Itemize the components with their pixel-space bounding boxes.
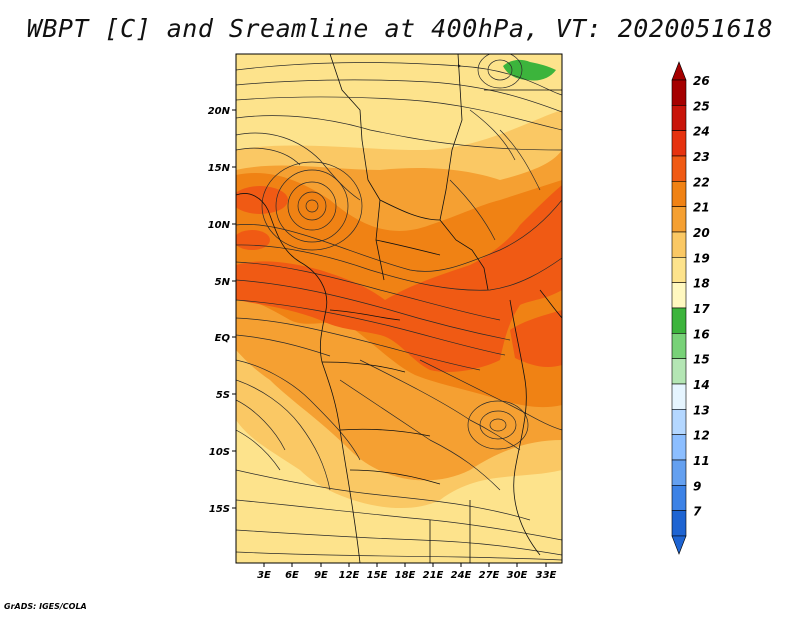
- colorbar-segment: [671, 130, 687, 157]
- colorbar-segment: [671, 79, 687, 106]
- lon-label: 18E: [395, 570, 416, 581]
- colorbar-label: 16: [693, 327, 710, 341]
- grads-credit: GrADS: IGES/COLA: [4, 602, 87, 611]
- colorbar: 26 25 24 23 22 21 20 19 18 17 16 15 14 13 12 11 9 7: [671, 61, 710, 555]
- colorbar-segment: [671, 307, 687, 334]
- lon-axis: 3E 6E 9E 12E 15E 18E 21E 24E 27E 30E 33E: [257, 563, 557, 581]
- colorbar-segment: [671, 510, 687, 537]
- lon-label: 9E: [314, 570, 328, 581]
- colorbar-segment: [671, 282, 687, 309]
- colorbar-segment: [671, 459, 687, 486]
- map-frame: [235, 53, 563, 564]
- colorbar-segment: [671, 257, 687, 283]
- colorbar-segment: [671, 333, 687, 359]
- colorbar-segment: [671, 231, 687, 258]
- lon-label: 15E: [367, 570, 388, 581]
- wbpt-field: [236, 54, 562, 563]
- colorbar-label: 24: [693, 125, 710, 139]
- lon-label: 21E: [423, 570, 444, 581]
- wbpt-green-patch: [503, 59, 556, 81]
- colorbar-segment: [671, 383, 687, 410]
- lat-label: 15S: [209, 504, 230, 515]
- colorbar-label: 12: [693, 429, 710, 443]
- colorbar-segment: [671, 434, 687, 461]
- colorbar-segment: [671, 155, 687, 182]
- colorbar-label: 11: [693, 454, 710, 468]
- colorbar-segment: [671, 485, 687, 511]
- colorbar-label: 18: [693, 277, 710, 291]
- wbpt-contour-23-south: [510, 310, 562, 368]
- lat-label: 10S: [209, 447, 230, 458]
- colorbar-label: 9: [693, 479, 701, 493]
- lat-label: 20N: [208, 106, 231, 117]
- colorbar-segment: [671, 358, 687, 385]
- colorbar-label: 21: [693, 201, 710, 215]
- streamlines: [236, 54, 562, 561]
- country-borders: [236, 54, 562, 563]
- colorbar-max-arrow: [671, 61, 687, 81]
- colorbar-segment: [671, 409, 687, 435]
- colorbar-label: 13: [693, 403, 710, 417]
- lon-label: 24E: [451, 570, 472, 581]
- wbpt-patch-northwest: [236, 186, 288, 214]
- lat-label: 5S: [216, 390, 230, 401]
- lat-label: 5N: [215, 277, 231, 288]
- colorbar-segment: [671, 206, 687, 233]
- lat-label: 10N: [208, 220, 231, 231]
- lat-axis: 20N 15N 10N 5N EQ 5S 10S 15S: [208, 106, 236, 515]
- lon-label: 33E: [536, 570, 557, 581]
- colorbar-label: 25: [693, 99, 710, 113]
- colorbar-label: 20: [693, 226, 710, 240]
- colorbar-segment: [671, 181, 687, 207]
- lon-label: 3E: [257, 570, 271, 581]
- colorbar-label: 23: [693, 150, 710, 164]
- colorbar-label: 17: [693, 302, 710, 316]
- lon-label: 12E: [339, 570, 360, 581]
- lat-label: EQ: [215, 333, 231, 344]
- wbpt-patch-west: [236, 230, 270, 250]
- colorbar-label: 22: [693, 175, 710, 189]
- colorbar-label: 26: [693, 74, 710, 88]
- colorbar-label: 14: [693, 378, 710, 392]
- colorbar-segment: [671, 105, 687, 131]
- map-title: WBPT [C] and Sreamline at 400hPa, VT: 20…: [26, 14, 774, 43]
- lon-label: 27E: [479, 570, 500, 581]
- lon-label: 30E: [507, 570, 528, 581]
- colorbar-min-arrow: [671, 535, 687, 555]
- lon-label: 6E: [285, 570, 299, 581]
- colorbar-label: 19: [693, 251, 710, 265]
- colorbar-label: 7: [693, 505, 702, 519]
- lat-label: 15N: [208, 163, 231, 174]
- colorbar-label: 15: [693, 353, 710, 367]
- wbpt-contour-23: [236, 185, 562, 372]
